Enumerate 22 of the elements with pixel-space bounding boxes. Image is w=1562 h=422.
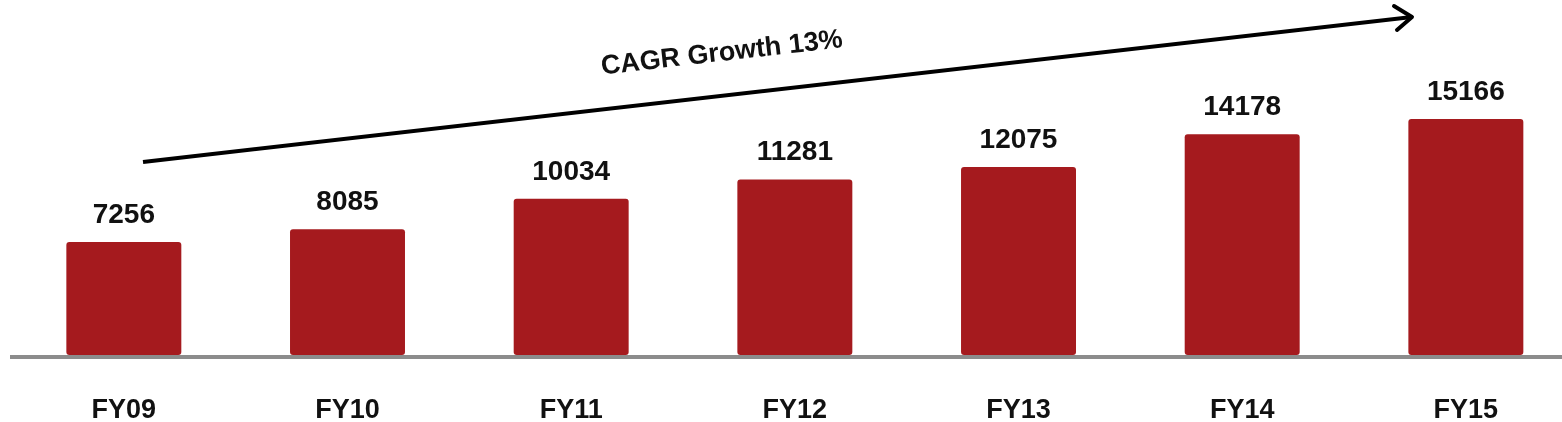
data-label: 10034 [532, 154, 611, 186]
bar [961, 167, 1076, 355]
x-tick-label: FY09 [91, 394, 157, 422]
x-tick-label: FY14 [1209, 394, 1275, 422]
x-tick-label: FY13 [986, 394, 1051, 422]
x-tick-label: FY10 [315, 394, 380, 422]
bar [66, 242, 182, 355]
data-label: 14178 [1203, 90, 1282, 122]
data-label: 8085 [316, 185, 379, 217]
data-label: 11281 [756, 135, 834, 167]
bar [513, 198, 629, 355]
text: CAGR Growth 13% [599, 23, 845, 81]
x-tick-label: FY11 [539, 394, 603, 422]
x-tick-label: FY15 [1433, 394, 1499, 422]
bar [290, 229, 405, 355]
x-tick-label: FY12 [762, 394, 828, 422]
data-label: 15166 [1426, 75, 1505, 106]
bar [1408, 119, 1524, 355]
bar [737, 179, 853, 355]
data-label: 7256 [92, 198, 155, 230]
data-label: 12075 [979, 123, 1058, 155]
bar [1184, 134, 1300, 355]
